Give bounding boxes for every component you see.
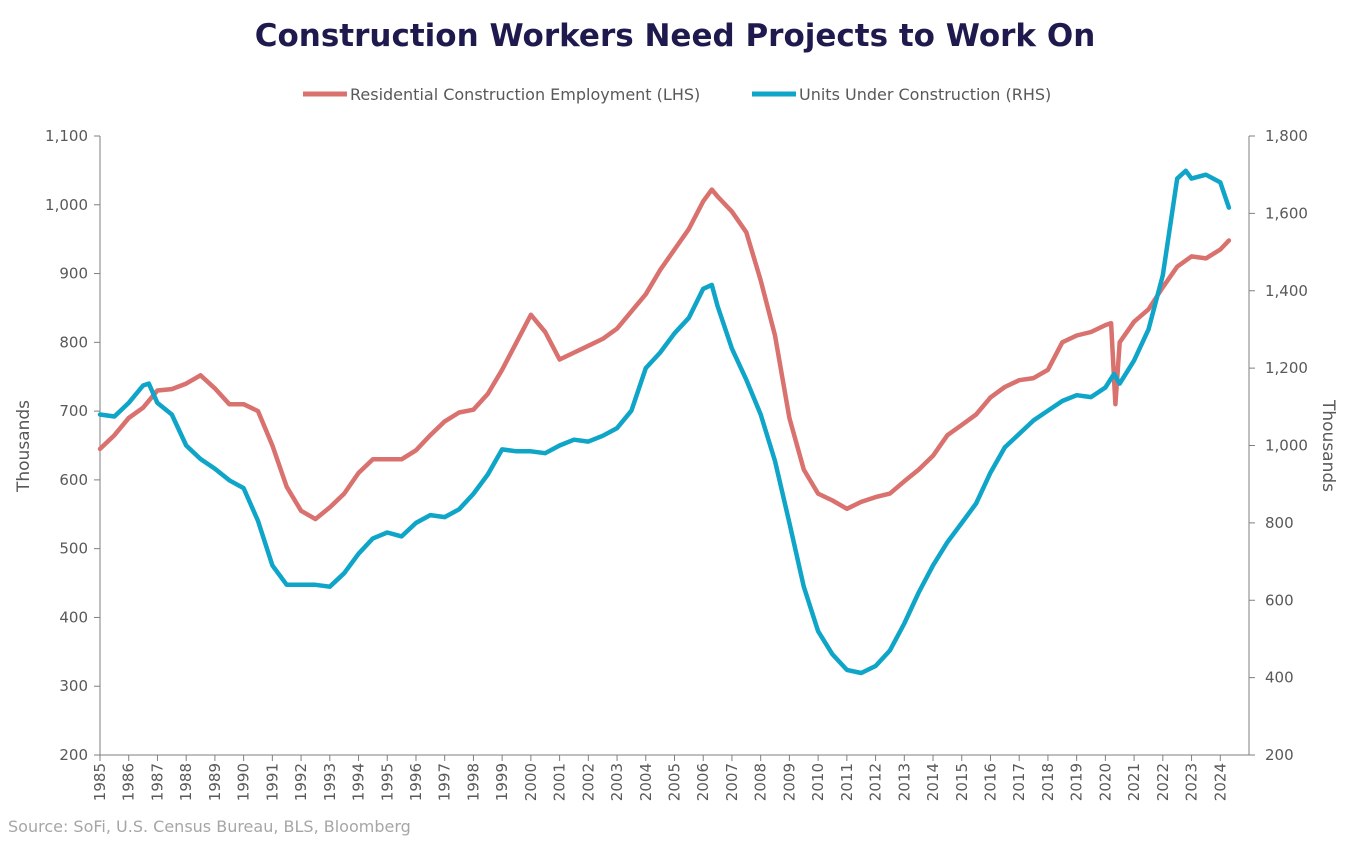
right-tick-label: 600: [1265, 591, 1294, 609]
x-tick-label: 1991: [263, 763, 281, 801]
left-tick-label: 600: [59, 471, 88, 489]
x-tick-label: 2015: [953, 763, 971, 801]
series-lines: [97, 168, 1232, 676]
x-tick-label: 2020: [1096, 763, 1114, 801]
x-tick-label: 2003: [608, 763, 626, 801]
x-tick-label: 2012: [867, 763, 885, 801]
right-tick-label: 1,400: [1265, 282, 1308, 300]
x-tick-label: 2009: [780, 763, 798, 801]
x-tick-label: 1990: [235, 763, 253, 801]
chart-title: Construction Workers Need Projects to Wo…: [254, 18, 1096, 54]
x-tick-label: 2019: [1068, 763, 1086, 801]
x-tick-label: 2005: [666, 763, 684, 801]
x-tick-label: 1986: [120, 763, 138, 801]
right-axis-ticks: 200 400 600 800 1,000 1,200 1,400 1,600 1,800: [1249, 127, 1308, 764]
x-tick-label: 2024: [1211, 763, 1229, 801]
right-tick-label: 1,600: [1265, 204, 1308, 222]
left-tick-label: 500: [59, 540, 88, 558]
right-tick-label: 800: [1265, 514, 1294, 532]
x-tick-label: 1985: [91, 763, 109, 801]
right-tick-label: 200: [1265, 746, 1294, 764]
series-line-employment: [97, 187, 1232, 522]
right-tick-label: 1,200: [1265, 359, 1308, 377]
x-tick-label: 1995: [378, 763, 396, 801]
legend: Residential Construction Employment (LHS…: [303, 85, 1051, 104]
x-axis-ticks: 1985 1986 1987 1988 1989 1990 1991 1992 1993 1994…: [91, 755, 1229, 801]
x-tick-label: 1989: [206, 763, 224, 801]
left-tick-label: 1,100: [45, 127, 88, 145]
x-tick-label: 1997: [436, 763, 454, 801]
x-tick-label: 2004: [637, 763, 655, 801]
right-tick-label: 400: [1265, 669, 1294, 687]
x-tick-label: 2011: [838, 763, 856, 801]
x-tick-label: 2000: [522, 763, 540, 801]
left-tick-label: 700: [59, 402, 88, 420]
x-tick-label: 1992: [292, 763, 310, 801]
legend-label-units: Units Under Construction (RHS): [799, 85, 1051, 104]
left-tick-label: 900: [59, 265, 88, 283]
series-line-units: [97, 168, 1232, 676]
x-tick-label: 2008: [752, 763, 770, 801]
right-tick-label: 1,000: [1265, 437, 1308, 455]
x-tick-label: 2010: [809, 763, 827, 801]
x-tick-label: 1993: [321, 763, 339, 801]
x-tick-label: 2021: [1125, 763, 1143, 801]
left-tick-label: 300: [59, 677, 88, 695]
left-axis-ticks: 200 300 400 500 600 700 800 900 1,000 1,100: [45, 127, 100, 764]
left-tick-label: 1,000: [45, 196, 88, 214]
source-note: Source: SoFi, U.S. Census Bureau, BLS, B…: [8, 817, 411, 836]
x-tick-label: 1994: [350, 763, 368, 801]
x-tick-label: 2022: [1154, 763, 1172, 801]
x-tick-label: 2014: [924, 763, 942, 801]
x-tick-label: 2023: [1183, 763, 1201, 801]
left-tick-label: 800: [59, 333, 88, 351]
right-tick-label: 1,800: [1265, 127, 1308, 145]
x-tick-label: 2013: [895, 763, 913, 801]
x-tick-label: 2007: [723, 763, 741, 801]
x-tick-label: 1996: [407, 763, 425, 801]
x-tick-label: 1987: [148, 763, 166, 801]
x-tick-label: 2006: [694, 763, 712, 801]
x-tick-label: 2016: [981, 763, 999, 801]
left-axis-title: Thousands: [14, 400, 34, 493]
left-tick-label: 200: [59, 746, 88, 764]
left-tick-label: 400: [59, 608, 88, 626]
x-tick-label: 2002: [579, 763, 597, 801]
x-tick-label: 2017: [1010, 763, 1028, 801]
x-tick-label: 1988: [177, 763, 195, 801]
x-tick-label: 2001: [551, 763, 569, 801]
x-tick-label: 1999: [493, 763, 511, 801]
legend-label-employment: Residential Construction Employment (LHS…: [350, 85, 700, 104]
right-axis-title: Thousands: [1318, 399, 1338, 492]
x-tick-label: 2018: [1039, 763, 1057, 801]
x-tick-label: 1998: [464, 763, 482, 801]
